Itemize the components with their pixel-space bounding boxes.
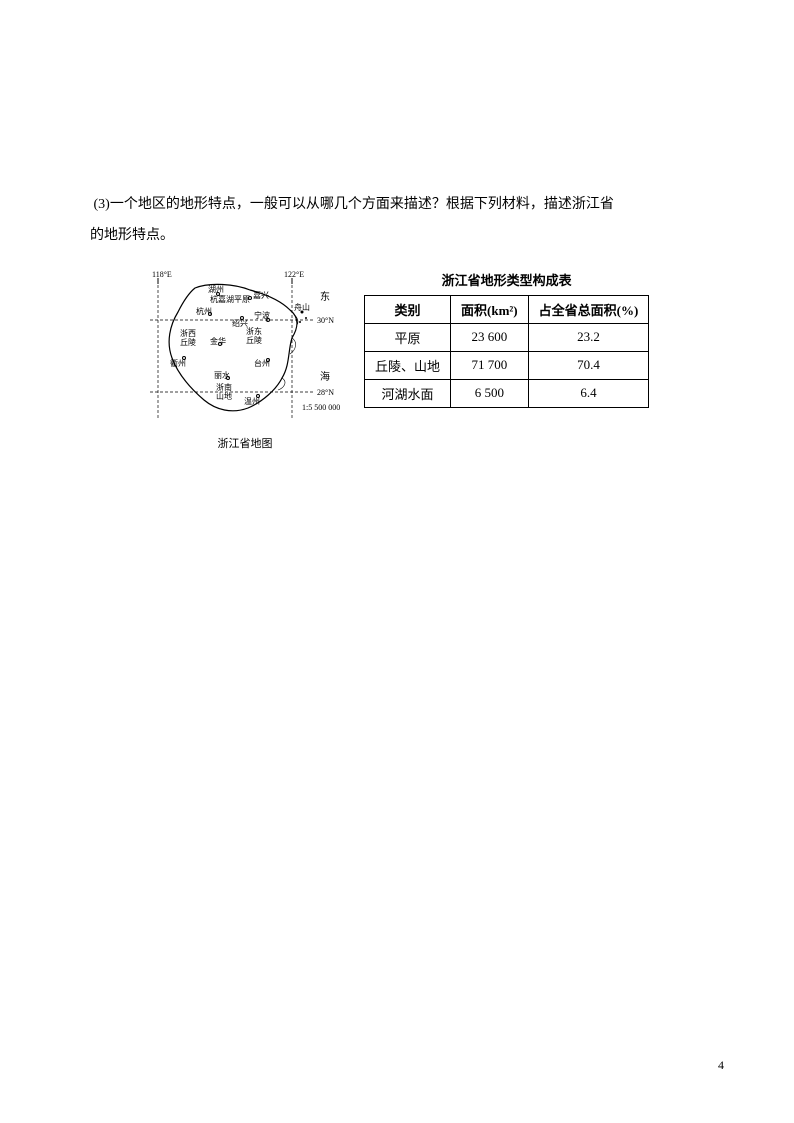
terrain-table: 类别 面积(km²) 占全省总面积(%) 平原 23 600 23.2 丘陵、山…: [364, 295, 649, 408]
label-zhoushan: 舟山: [294, 302, 310, 312]
map-container: 118°E 122°E 30°N 28°N 东 海 1:5 500 000: [150, 270, 340, 451]
table-cell: 70.4: [528, 351, 649, 379]
island-dot: [305, 317, 307, 319]
table-cell: 河湖水面: [365, 379, 451, 407]
coast-detail: [278, 310, 298, 390]
label-huzhou: 湖州: [208, 285, 224, 294]
lon-right-label: 122°E: [284, 270, 304, 279]
sea-label: 海: [320, 370, 330, 383]
label-quzhou: 衢州: [170, 358, 186, 368]
col-header: 面积(km²): [451, 295, 529, 323]
map-scale: 1:5 500 000: [302, 403, 340, 412]
question-line1: (3)一个地区的地形特点，一般可以从哪几个方面来描述？根据下列材料，描述浙江省: [94, 197, 614, 212]
east-label: 东: [320, 290, 330, 303]
label-jinhua: 金华: [210, 336, 226, 346]
table-header-row: 类别 面积(km²) 占全省总面积(%): [365, 295, 649, 323]
table-cell: 71 700: [451, 351, 529, 379]
label-taizhou: 台州: [254, 358, 270, 368]
table-cell: 平原: [365, 323, 451, 351]
zhejiang-map: 118°E 122°E 30°N 28°N 东 海 1:5 500 000: [150, 270, 340, 430]
label-west-hill-1: 浙西: [180, 328, 196, 338]
lat-top-label: 30°N: [317, 316, 334, 325]
table-row: 平原 23 600 23.2: [365, 323, 649, 351]
question-line2: 的地形特点。: [90, 228, 174, 243]
table-cell: 6.4: [528, 379, 649, 407]
label-south-hill-1: 浙南: [216, 382, 232, 392]
table-cell: 6 500: [451, 379, 529, 407]
label-west-hill-2: 丘陵: [180, 338, 196, 347]
city-marker: [249, 296, 252, 299]
table-row: 河湖水面 6 500 6.4: [365, 379, 649, 407]
label-east-hill-1: 浙东: [246, 326, 262, 336]
table-cell: 23.2: [528, 323, 649, 351]
label-jiaxing: 嘉兴: [253, 290, 269, 300]
label-east-hill-2: 丘陵: [246, 336, 262, 345]
label-south-hill-2: 山地: [216, 391, 232, 401]
map-caption: 浙江省地图: [150, 435, 340, 451]
terrain-table-box: 浙江省地形类型构成表 类别 面积(km²) 占全省总面积(%) 平原 23 60…: [364, 270, 649, 408]
col-header: 占全省总面积(%): [528, 295, 649, 323]
figure-row: 118°E 122°E 30°N 28°N 东 海 1:5 500 000: [150, 270, 704, 451]
label-ningbo: 宁波: [254, 310, 270, 320]
island-dot: [299, 321, 301, 323]
label-wenzhou: 温州: [244, 397, 260, 406]
label-plain: 杭嘉湖平原: [210, 294, 250, 304]
col-header: 类别: [365, 295, 451, 323]
table-title: 浙江省地形类型构成表: [364, 270, 649, 289]
table-cell: 23 600: [451, 323, 529, 351]
table-row: 丘陵、山地 71 700 70.4: [365, 351, 649, 379]
page-number: 4: [718, 1058, 724, 1073]
label-hangzhou: 杭州: [196, 306, 212, 316]
table-cell: 丘陵、山地: [365, 351, 451, 379]
lon-left-label: 118°E: [152, 270, 172, 279]
label-lishui: 丽水: [214, 370, 230, 380]
lat-bottom-label: 28°N: [317, 388, 334, 397]
